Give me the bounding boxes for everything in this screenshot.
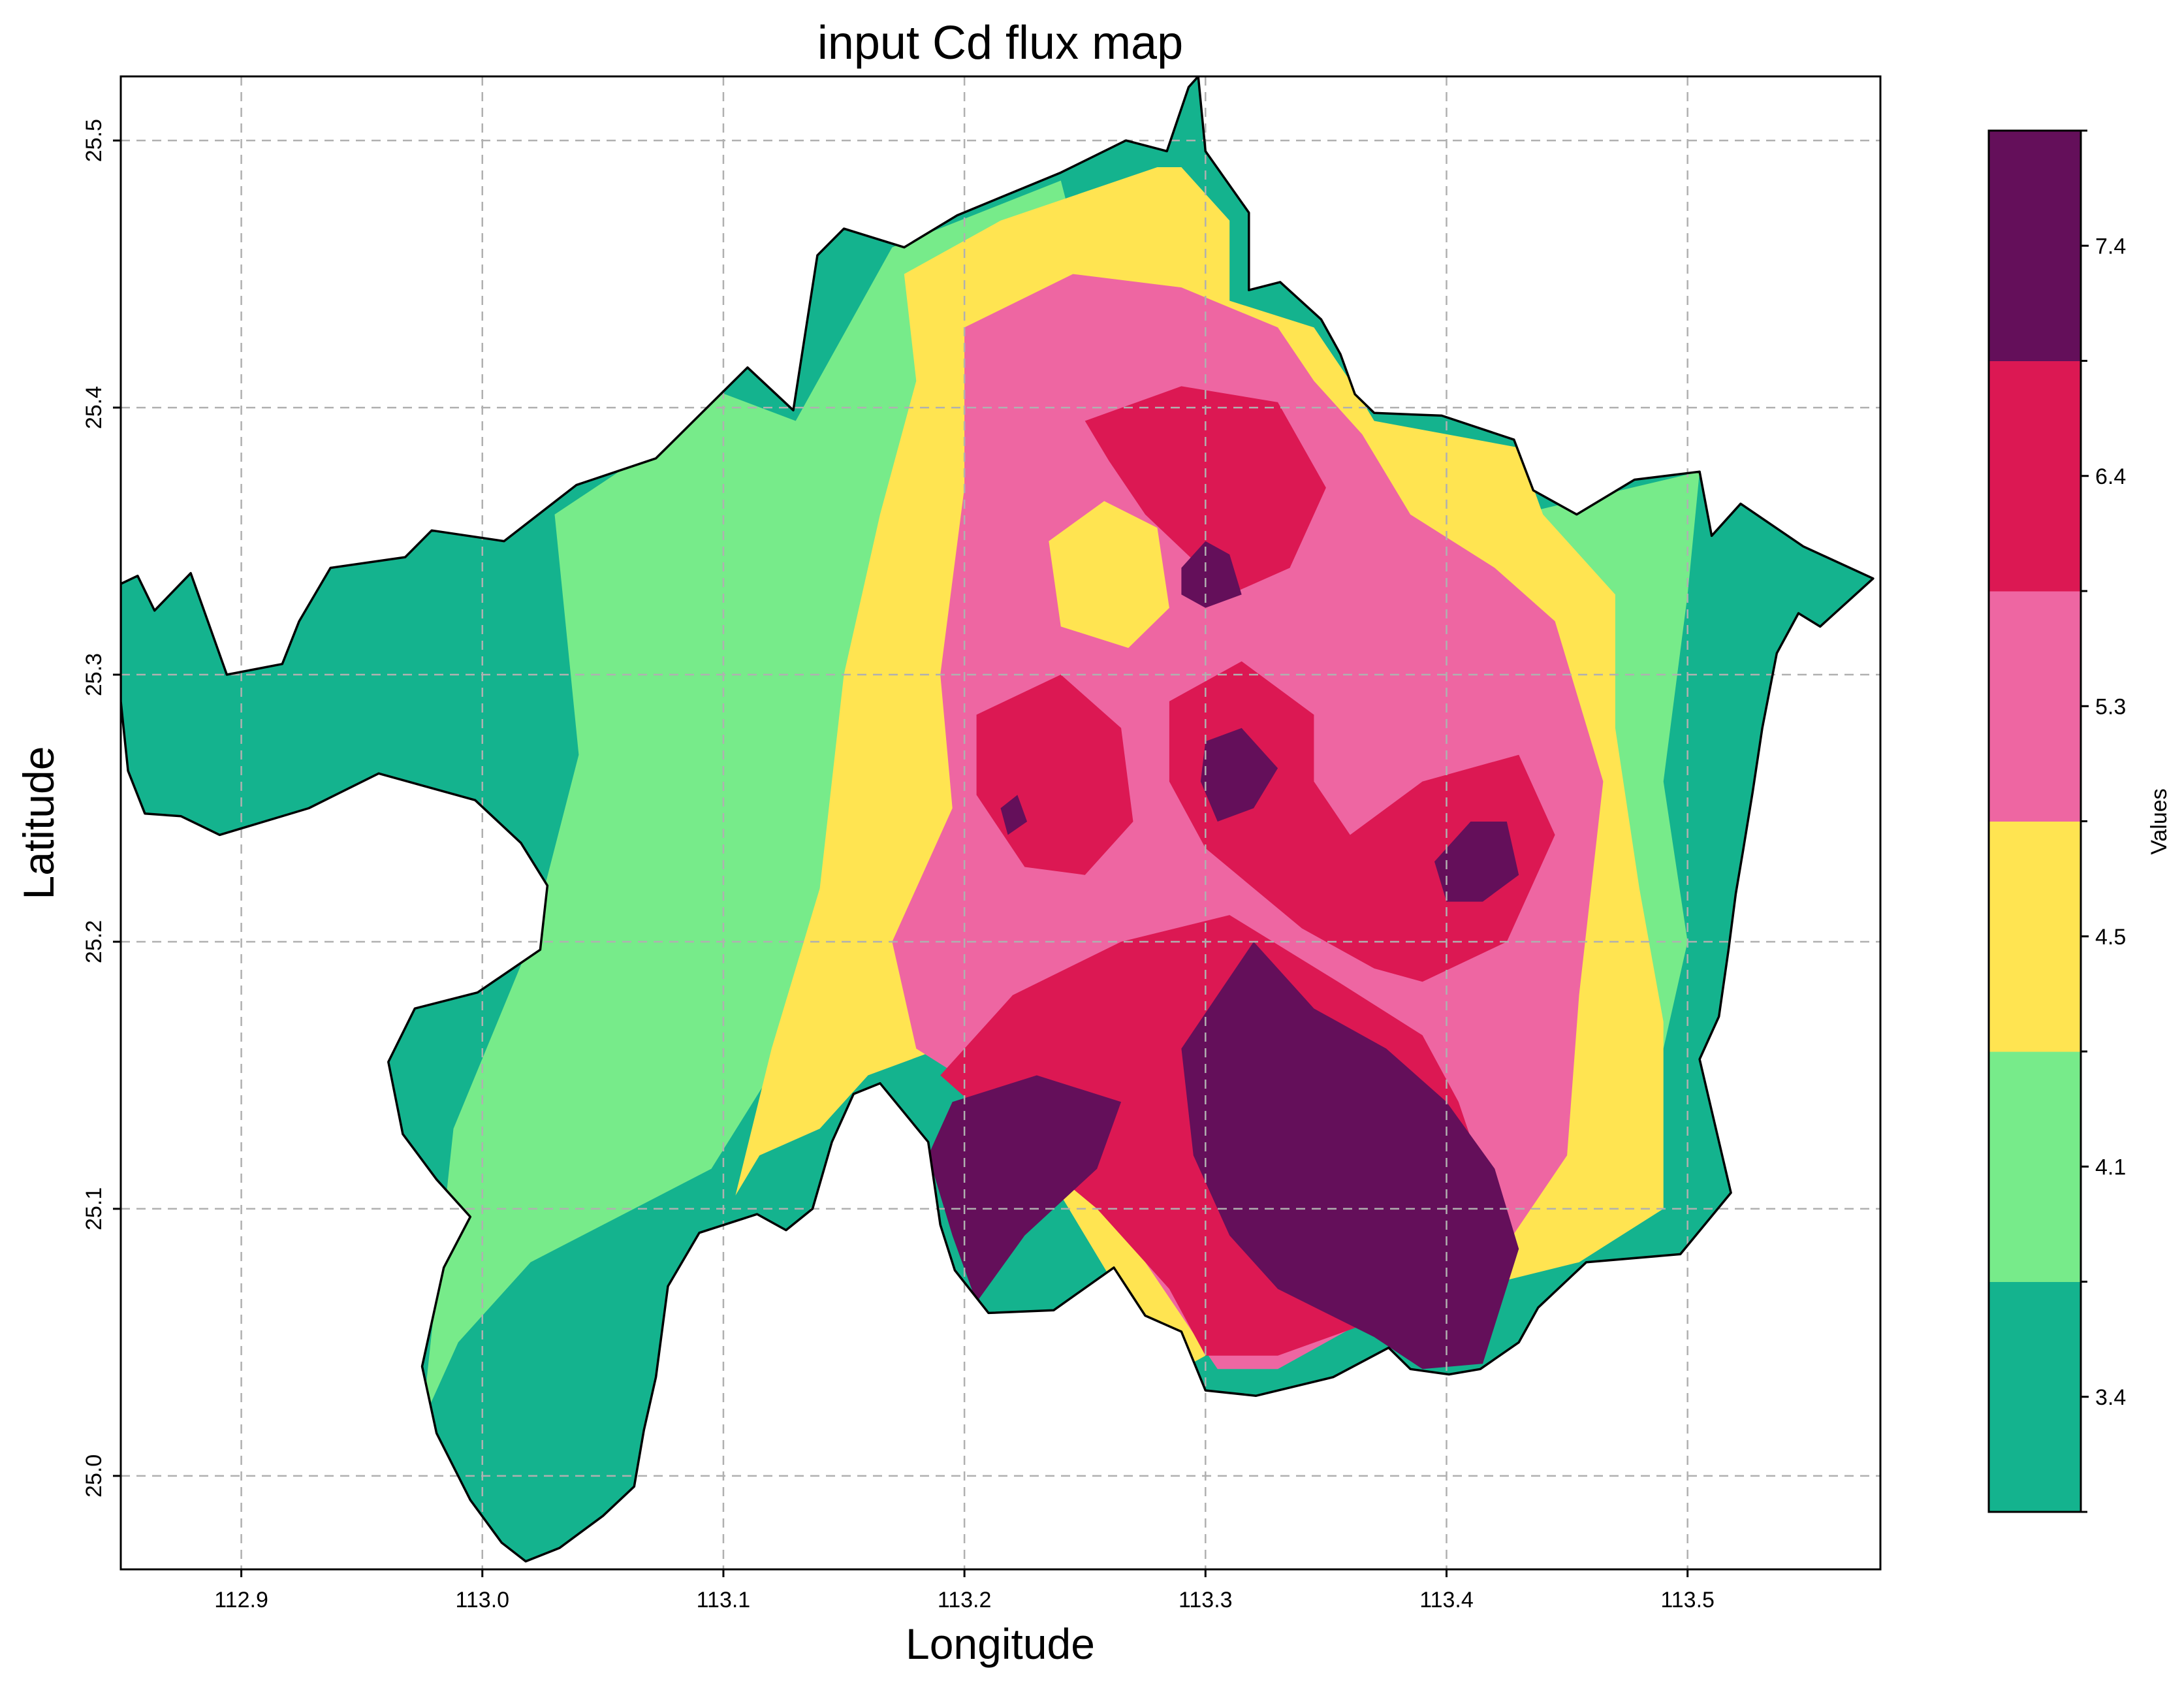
flux-zones: [422, 167, 1700, 1423]
colorbar-blocks: [1989, 131, 2081, 1513]
y-tick-label: 25.4: [82, 386, 106, 429]
flux-zone-class-3: [1049, 501, 1169, 649]
colorbar-tick-label: 3.4: [2095, 1385, 2126, 1410]
y-tick-label: 25.2: [82, 920, 106, 963]
y-tick-label: 25.5: [82, 119, 106, 162]
axes-frame: [119, 75, 1882, 1571]
flux-zone-class-6: [1200, 728, 1278, 822]
x-tick-label: 113.4: [1419, 1588, 1474, 1612]
colorbar-block: [1989, 131, 2081, 361]
map-title: input Cd flux map: [817, 17, 1183, 69]
colorbar: 3.4 4.1 4.5 5.3 6.4 7.4 Values: [1987, 129, 2172, 1513]
colorbar-block: [1989, 361, 2081, 592]
y-tick-label: 25.1: [82, 1187, 106, 1230]
flux-zone-class-6: [1000, 795, 1028, 835]
colorbar-ticks: 3.4 4.1 4.5 5.3 6.4 7.4: [2081, 129, 2126, 1513]
colorbar-block: [1989, 1281, 2081, 1513]
region-boundary: [121, 76, 1875, 1563]
y-axis-label: Latitude: [14, 746, 63, 900]
y-axis-ticks: 25.0 25.1 25.2 25.3 25.4 25.5: [82, 119, 121, 1498]
colorbar-label: Values: [2147, 788, 2172, 854]
flux-zone-class-6: [1434, 822, 1519, 902]
flux-raster: [121, 76, 1873, 1562]
x-axis-label: Longitude: [906, 1620, 1095, 1668]
colorbar-block: [1989, 821, 2081, 1052]
flux-zone-class-6: [1181, 942, 1519, 1370]
plot-area: [121, 76, 1880, 1569]
x-tick-label: 113.1: [697, 1588, 751, 1612]
x-tick-label: 113.0: [455, 1588, 509, 1612]
flux-zone-class-6: [1181, 541, 1242, 608]
colorbar-tick-label: 4.1: [2095, 1155, 2126, 1179]
colorbar-tick-label: 7.4: [2095, 234, 2126, 259]
colorbar-tick-label: 5.3: [2095, 694, 2126, 719]
x-tick-label: 113.5: [1660, 1588, 1715, 1612]
colorbar-block: [1989, 591, 2081, 822]
x-tick-label: 113.3: [1179, 1588, 1233, 1612]
flux-zone-class-6: [928, 1075, 1122, 1303]
flux-zone-class-5: [1169, 661, 1555, 982]
y-tick-label: 25.0: [82, 1454, 106, 1498]
y-tick-label: 25.3: [82, 653, 106, 696]
x-tick-label: 112.9: [214, 1588, 268, 1612]
colorbar-tick-label: 6.4: [2095, 464, 2126, 489]
x-axis-ticks: 112.9 113.0 113.1 113.2 113.3 113.4 113.5: [214, 1569, 1715, 1612]
colorbar-tick-label: 4.5: [2095, 925, 2126, 950]
grid-lines: [121, 76, 1880, 1569]
colorbar-block: [1989, 1051, 2081, 1282]
x-tick-label: 113.2: [938, 1588, 992, 1612]
